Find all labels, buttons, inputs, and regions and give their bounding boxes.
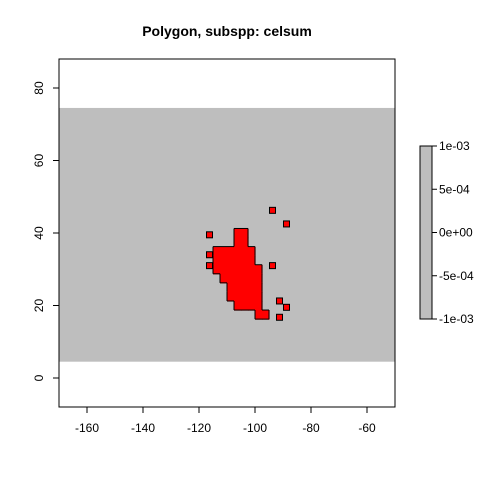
raster-band xyxy=(59,107,395,362)
x-tick-label: -160 xyxy=(75,421,99,435)
polygon-cell xyxy=(248,255,256,266)
y-tick-label: 40 xyxy=(32,226,46,240)
polygon-cell xyxy=(234,300,242,311)
polygon-cell xyxy=(220,246,228,257)
polygon-cell xyxy=(227,264,235,275)
legend-tick-label: 1e-03 xyxy=(439,139,470,153)
polygon-cell xyxy=(241,237,249,248)
x-tick-label: -80 xyxy=(302,421,320,435)
polygon-cell xyxy=(234,264,242,275)
polygon-cells xyxy=(206,206,290,321)
polygon-cell xyxy=(248,264,256,275)
y-tick-label: 20 xyxy=(32,299,46,313)
polygon-cell xyxy=(241,264,249,275)
polygon-cell xyxy=(248,291,256,302)
polygon-cell xyxy=(241,228,249,239)
polygon-cell xyxy=(220,264,228,275)
polygon-cell xyxy=(255,310,263,320)
plot-title: Polygon, subspp: celsum xyxy=(142,23,312,39)
y-tick-label: 0 xyxy=(32,374,46,381)
polygon-cell xyxy=(248,282,256,293)
isolated-cell xyxy=(206,262,213,270)
polygon-cell xyxy=(220,255,228,266)
legend-tick-label: 5e-04 xyxy=(439,182,470,196)
polygon-cell xyxy=(241,255,249,266)
polygon-cell xyxy=(248,273,256,284)
x-tick-label: -100 xyxy=(243,421,267,435)
x-tick-label: -140 xyxy=(131,421,155,435)
legend-ticks: 1e-03 5e-04 0e+00 -5e-04 -1e-03 xyxy=(432,139,474,326)
polygon-cell xyxy=(241,246,249,257)
isolated-cell xyxy=(276,313,283,321)
isolated-cell xyxy=(206,251,213,259)
polygon-cell xyxy=(241,300,249,311)
polygon-cell xyxy=(234,273,242,284)
polygon-cell xyxy=(234,228,242,239)
legend-tick-label: -5e-04 xyxy=(439,269,474,283)
x-tick-label: -120 xyxy=(187,421,211,435)
plot-region xyxy=(58,58,396,408)
polygon-cell xyxy=(213,264,221,275)
polygon-cell xyxy=(234,237,242,248)
polygon-cell xyxy=(213,255,221,266)
y-tick-label: 80 xyxy=(32,81,46,95)
polygon-cell xyxy=(227,291,235,302)
polygon-cell xyxy=(234,255,242,266)
legend-color-bar xyxy=(419,145,433,320)
polygon-cell xyxy=(234,291,242,302)
isolated-cell xyxy=(269,206,276,214)
isolated-cell xyxy=(276,297,283,305)
polygon-cell xyxy=(241,291,249,302)
legend-tick-label: -1e-03 xyxy=(439,312,474,326)
y-tick-label: 60 xyxy=(32,154,46,168)
isolated-cell xyxy=(283,303,290,311)
polygon-cell xyxy=(241,273,249,284)
legend-tick-label: 0e+00 xyxy=(439,226,473,240)
polygon-cell xyxy=(255,300,263,311)
polygon-cell xyxy=(241,282,249,293)
isolated-cell xyxy=(206,231,213,239)
isolated-cell xyxy=(283,220,290,228)
polygon-cell xyxy=(227,255,235,266)
polygon-cell xyxy=(255,273,263,284)
polygon-cell xyxy=(248,300,256,311)
isolated-cell xyxy=(269,262,276,270)
polygon-cell xyxy=(255,291,263,302)
polygon-cell xyxy=(255,264,263,275)
polygon-cell xyxy=(227,246,235,257)
polygon-cell xyxy=(227,282,235,293)
polygon-cell xyxy=(227,273,235,284)
polygon-cell xyxy=(220,273,228,284)
polygon-cell xyxy=(262,310,270,320)
x-tick-label: -60 xyxy=(358,421,376,435)
polygon-cell xyxy=(234,282,242,293)
x-axis: -160 -140 -120 -100 -80 -60 xyxy=(75,407,376,435)
polygon-cell xyxy=(255,282,263,293)
polygon-cell xyxy=(248,246,256,257)
y-axis: 0 20 40 60 80 xyxy=(32,81,59,381)
color-legend: 1e-03 5e-04 0e+00 -5e-04 -1e-03 xyxy=(419,139,474,326)
polygon-cell xyxy=(213,246,221,257)
polygon-cell xyxy=(234,246,242,257)
